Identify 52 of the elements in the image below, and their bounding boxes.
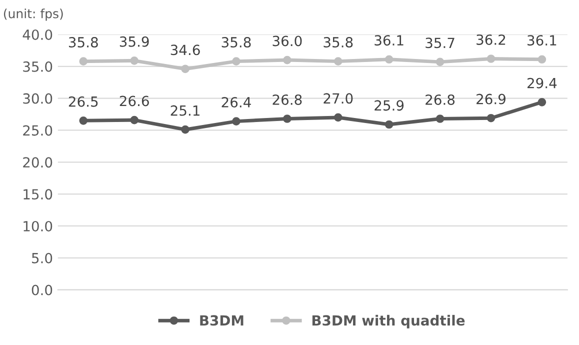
y-tick-label: 35.0 bbox=[23, 61, 52, 72]
data-label: 29.4 bbox=[528, 78, 557, 88]
point bbox=[538, 98, 546, 106]
data-label: 26.9 bbox=[476, 94, 506, 104]
data-label: 26.6 bbox=[120, 96, 149, 106]
point bbox=[79, 57, 88, 66]
data-label: 35.9 bbox=[120, 36, 149, 47]
point bbox=[486, 54, 496, 63]
data-label: 25.1 bbox=[170, 105, 200, 116]
point bbox=[181, 125, 190, 134]
point bbox=[436, 58, 444, 66]
data-label: 26.8 bbox=[426, 94, 455, 105]
y-tick-label: 15.0 bbox=[24, 189, 52, 200]
data-label: 26.4 bbox=[222, 96, 251, 108]
data-label: 35.8 bbox=[324, 37, 353, 48]
y-tick-label: 10.0 bbox=[24, 220, 52, 232]
data-label: 35.7 bbox=[426, 38, 454, 48]
y-tick-label: 40.0 bbox=[22, 29, 52, 40]
data-label: 36.2 bbox=[476, 34, 506, 45]
point bbox=[436, 114, 444, 123]
y-tick-label: 25.0 bbox=[23, 125, 52, 136]
point bbox=[538, 55, 546, 64]
data-label: 26.8 bbox=[272, 94, 302, 105]
y-tick-label: 5.0 bbox=[32, 252, 52, 264]
point bbox=[181, 64, 190, 74]
point bbox=[334, 57, 342, 66]
data-label: 27.0 bbox=[324, 93, 353, 104]
point bbox=[334, 113, 342, 122]
text: (unit: fps) bbox=[4, 8, 63, 21]
point bbox=[130, 56, 138, 65]
data-label: 35.8 bbox=[222, 37, 251, 48]
data-label: 36.1 bbox=[374, 35, 404, 46]
point bbox=[283, 114, 292, 123]
y-tick-label: 20.0 bbox=[23, 157, 52, 168]
data-label: 36.0 bbox=[272, 36, 302, 46]
data-label: 25.9 bbox=[374, 100, 404, 111]
legend-label: B3DM bbox=[200, 315, 244, 326]
data-label: 36.1 bbox=[528, 35, 556, 46]
y-tick-label: 0.0 bbox=[32, 284, 52, 296]
point bbox=[79, 116, 88, 125]
point bbox=[384, 55, 394, 64]
point bbox=[232, 57, 240, 66]
data-label: 35.8 bbox=[68, 37, 98, 48]
point bbox=[486, 114, 496, 122]
data-label: 26.5 bbox=[68, 96, 98, 107]
y-tick-label: 30.0 bbox=[23, 93, 52, 104]
point bbox=[384, 120, 394, 129]
point bbox=[283, 56, 292, 64]
legend-label: B3DM with quadtile bbox=[312, 314, 465, 328]
point bbox=[232, 117, 240, 126]
point bbox=[130, 116, 138, 124]
data-label: 34.6 bbox=[170, 44, 200, 56]
